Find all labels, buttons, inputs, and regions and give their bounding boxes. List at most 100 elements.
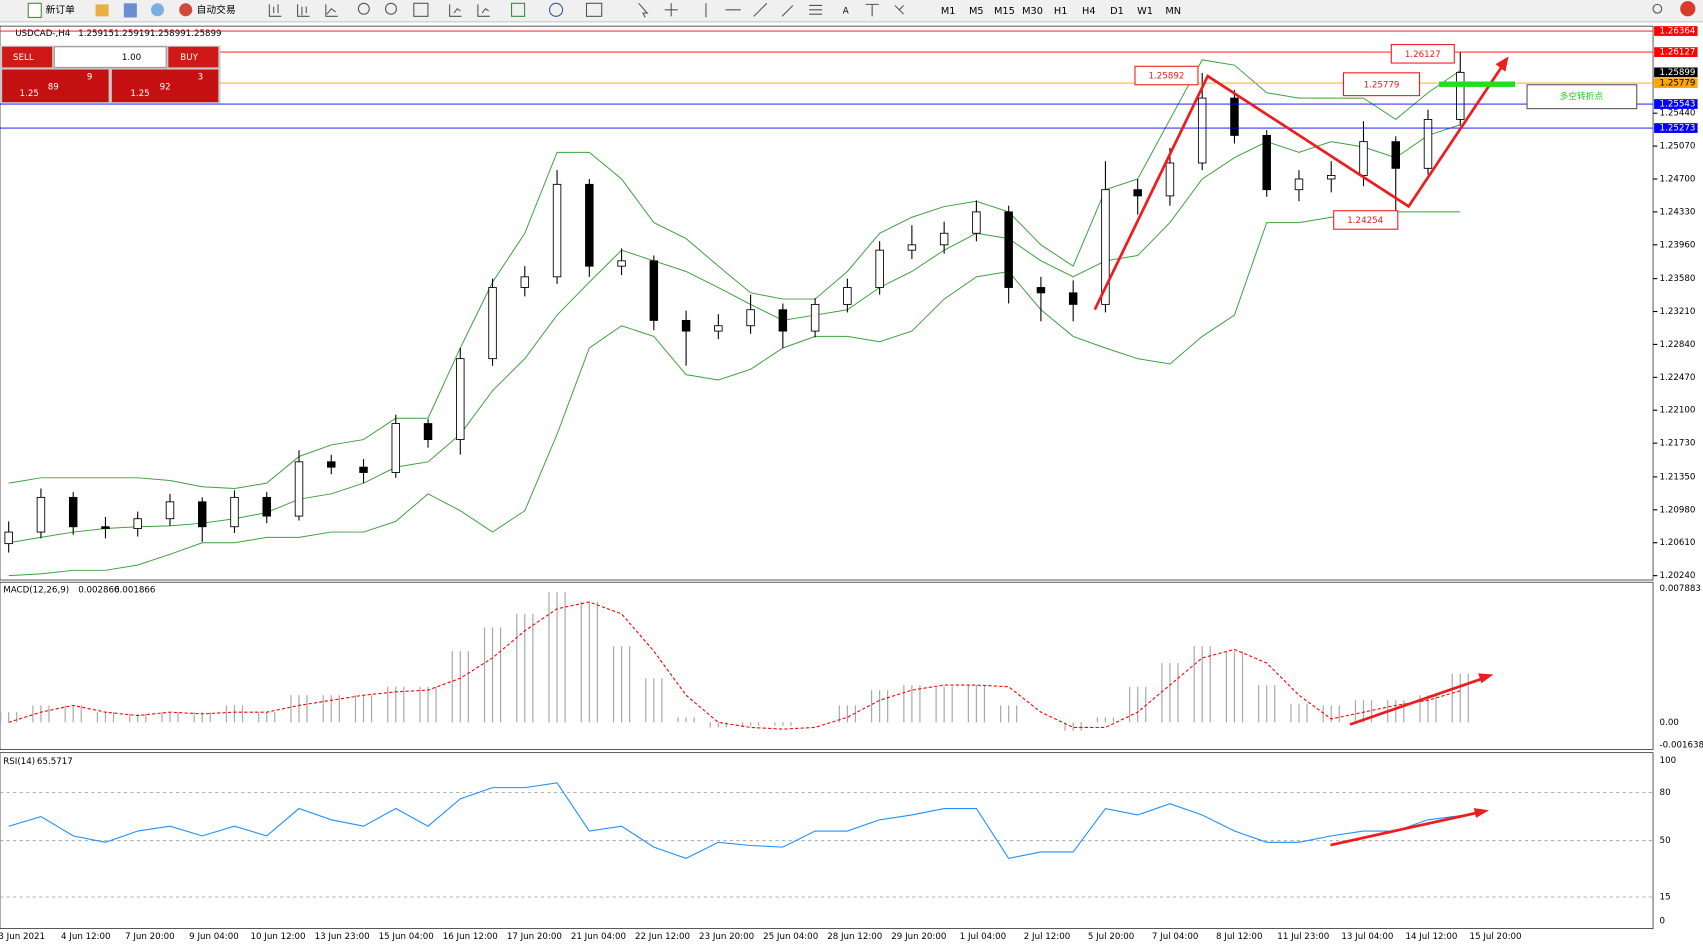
icon[interactable] [705, 2, 823, 18]
search-icon[interactable] [1652, 3, 1663, 14]
quote: 1.25915 1.25919 1.25899 1.25899 [78, 29, 221, 39]
price-tag-label: 1.26127 [1660, 48, 1696, 58]
x-tick-label: 14 Jul 12:00 [1405, 932, 1457, 942]
x-tick-label: 11 Jul 23:00 [1277, 932, 1329, 942]
timeframe-button[interactable]: D1 [1110, 6, 1124, 17]
candle-body [1294, 178, 1304, 191]
candle-body [617, 260, 626, 267]
pivot-bar [1439, 81, 1516, 87]
icon[interactable] [865, 3, 905, 17]
icon[interactable] [95, 4, 109, 17]
y-tick-label: 1.25070 [1660, 142, 1696, 152]
new-order-button[interactable]: 新订单 [27, 2, 75, 18]
trend-arrows [1093, 62, 1506, 847]
timeframe-button[interactable]: W1 [1137, 6, 1153, 17]
y-tick-label: 1.24700 [1660, 175, 1696, 185]
ask-box[interactable] [111, 69, 219, 103]
icon[interactable] [449, 4, 462, 17]
y-tick-label: 80 [1660, 788, 1671, 798]
y-tick-label: 1.21350 [1660, 472, 1696, 482]
icon[interactable] [585, 2, 603, 17]
icon[interactable] [664, 3, 678, 17]
price-tag [1654, 47, 1698, 57]
icon[interactable] [549, 2, 564, 17]
candle-body [230, 496, 239, 528]
auto-trade-button[interactable]: 自动交易 [179, 3, 236, 17]
buy-button[interactable] [168, 46, 219, 68]
y-tick-label: 1.20240 [1660, 571, 1696, 581]
icon[interactable] [385, 2, 397, 15]
timeframe-button[interactable]: M1 [941, 6, 956, 17]
candle-body [4, 531, 13, 545]
timeframe-button[interactable]: M30 [1022, 6, 1043, 17]
icon[interactable] [413, 2, 429, 17]
price-tag-label: 1.25899 [1660, 68, 1696, 78]
quote-value: 1.25919 [114, 29, 150, 39]
price-tag [1654, 26, 1698, 36]
x-tick-label: 1 Jul 04:00 [960, 932, 1006, 942]
timeframe-bar: M1 M5 M15 M30 H1 H4 D1 W1 MN [941, 6, 1181, 17]
x-tick-label: 17 Jun 20:00 [507, 932, 562, 942]
timeframe-button[interactable]: H1 [1054, 6, 1068, 17]
notification-badge[interactable] [1680, 1, 1696, 17]
note-box [1526, 84, 1638, 110]
symbol-label: USDCAD-,H4 [15, 29, 71, 39]
x-tick-label: 25 Jun 04:00 [763, 932, 818, 942]
candle-body [552, 183, 562, 278]
indicator-value: 0.001866 [114, 585, 155, 595]
y-tick-label: 1.24330 [1660, 207, 1696, 217]
band-line [8, 59, 1461, 489]
icon[interactable] [123, 3, 137, 18]
candle-body [165, 501, 175, 520]
trend-line [1093, 62, 1506, 311]
x-tick-label: 5 Jul 20:00 [1088, 932, 1134, 942]
x-tick-label: 16 Jun 12:00 [443, 932, 498, 942]
icon[interactable] [357, 2, 370, 15]
band-line [8, 211, 1461, 577]
icon[interactable] [638, 2, 649, 18]
candle-body [778, 309, 788, 332]
candle-body [649, 260, 659, 321]
icon[interactable] [150, 3, 165, 17]
icon[interactable] [297, 4, 310, 17]
icon[interactable] [325, 4, 338, 17]
indicator-title: MACD(12,26,9) [3, 585, 69, 595]
sell-label: SELL [13, 53, 34, 63]
x-tick-label: 13 Jun 23:00 [315, 932, 370, 942]
icon[interactable] [477, 4, 490, 17]
low-label: 1.24254 [1347, 216, 1383, 226]
candle-body [1391, 141, 1400, 169]
candle-body [1197, 97, 1207, 164]
timeframe-button[interactable]: H4 [1082, 6, 1096, 17]
candle-body [810, 303, 820, 332]
timeframe-button[interactable]: MN [1165, 6, 1181, 17]
candle-body [714, 325, 723, 332]
y-tick-label: 1.22470 [1660, 373, 1696, 383]
icon[interactable]: A [843, 6, 849, 16]
timeframe-button[interactable]: M15 [994, 6, 1015, 17]
candle-body [1326, 175, 1336, 180]
plot: 3 Jun 2021 4 Jun 12:00 7 Jun 20:00 9 Jun 04… [0, 26, 1703, 942]
candle-body [423, 423, 433, 441]
y-tick-label: 15 [1660, 892, 1671, 902]
label-box [1342, 72, 1421, 97]
icon[interactable] [511, 2, 526, 17]
timeframe-button[interactable]: M5 [969, 6, 984, 17]
candle-body [875, 249, 884, 288]
toolbar [0, 0, 1703, 22]
sell-button[interactable] [2, 46, 53, 68]
candle-body [456, 358, 465, 441]
y-tick-label: 0 [1660, 917, 1666, 927]
lots-input[interactable] [53, 46, 167, 68]
candle-body [939, 232, 949, 246]
icon[interactable] [268, 4, 282, 17]
y-tick-label: 0.00 [1660, 718, 1679, 728]
label-box [1333, 210, 1399, 230]
y-tick-label: 0.007883 [1660, 584, 1701, 594]
price-panel [0, 25, 1654, 581]
buy-label: BUY [180, 53, 198, 63]
ask-big: 92 [160, 82, 171, 92]
bid-box[interactable] [2, 69, 109, 103]
candle-body [262, 496, 271, 517]
